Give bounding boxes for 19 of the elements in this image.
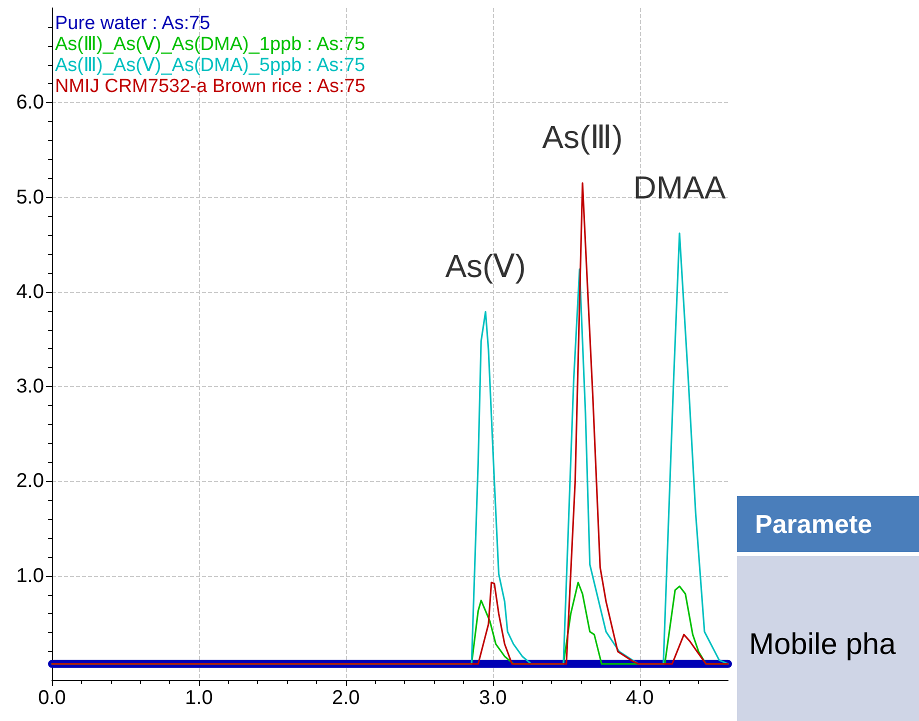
annotation: DMAA xyxy=(633,169,726,206)
text: As(Ⅲ)_As(Ⅴ)_As(DMA)_1ppb : As:75 xyxy=(55,34,366,55)
annotation: As(Ⅴ) xyxy=(445,248,526,284)
annotation: As(Ⅲ) xyxy=(542,119,623,156)
text: Pure water : As:75 xyxy=(55,13,210,34)
y-tick-label: 2.0 xyxy=(16,470,44,492)
x-tick-label: 3.0 xyxy=(478,687,507,709)
x-tick-label: 4.0 xyxy=(626,687,654,709)
text: NMIJ CRM7532-a Brown rice : As:75 xyxy=(55,76,366,97)
y-tick-label: 5.0 xyxy=(16,186,44,208)
x-tick-label: 2.0 xyxy=(332,687,360,709)
y-tick-label: 6.0 xyxy=(16,92,44,114)
y-tick-label: 4.0 xyxy=(16,280,44,303)
parameter-table: Paramete Mobile pha xyxy=(737,496,919,721)
y-tick-label: 3.0 xyxy=(16,376,44,398)
y-tick-label: 1.0 xyxy=(16,564,44,587)
x-tick-label: 0.0 xyxy=(38,687,66,709)
x-tick-label: 1.0 xyxy=(185,687,213,709)
text: As(Ⅲ)_As(Ⅴ)_As(DMA)_5ppb : As:75 xyxy=(55,55,366,76)
